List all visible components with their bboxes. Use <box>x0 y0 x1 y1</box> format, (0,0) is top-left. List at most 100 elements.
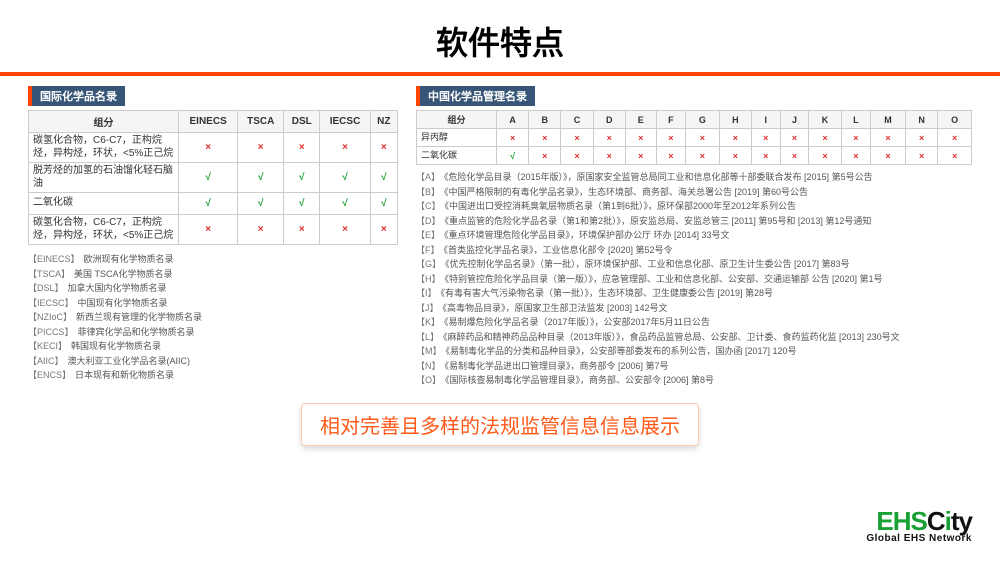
mark-cell: √ <box>320 163 370 193</box>
cross-icon: × <box>792 133 797 143</box>
cross-icon: × <box>763 151 768 161</box>
right-col-header: H <box>719 111 751 129</box>
right-col-header: A <box>497 111 529 129</box>
right-col-header: K <box>809 111 841 129</box>
mark-cell: × <box>871 147 906 165</box>
check-icon: √ <box>510 151 515 161</box>
mark-cell: √ <box>370 163 397 193</box>
mark-cell: × <box>780 147 809 165</box>
mark-cell: × <box>841 147 870 165</box>
cross-icon: × <box>853 151 858 161</box>
note-item: 【L】《麻醉药品和精神药品品种目录（2013年版）》，食品药品监管总局、公安部、… <box>416 331 972 345</box>
right-col-header: E <box>625 111 656 129</box>
right-col-header: M <box>871 111 906 129</box>
cross-icon: × <box>607 151 612 161</box>
right-col-header: O <box>938 111 972 129</box>
mark-cell: × <box>284 133 320 163</box>
right-col-header: N <box>906 111 938 129</box>
note-item: 【G】《优先控制化学品名录》（第一批），原环境保护部、工业和信息化部、原卫生计生… <box>416 258 972 272</box>
mark-cell: √ <box>497 147 529 165</box>
component-cell: 二氧化碳 <box>417 147 497 165</box>
cross-icon: × <box>822 151 827 161</box>
cross-icon: × <box>638 133 643 143</box>
note-item: 【C】《中国进出口受控消耗臭氧层物质名录（第1到6批）》，原环保部2000年至2… <box>416 200 972 214</box>
right-col-header: B <box>529 111 561 129</box>
mark-cell: × <box>320 215 370 245</box>
logo-subtitle: Global EHS Network <box>866 534 972 544</box>
content-columns: 国际化学品名录 组分EINECSTSCADSLIECSCNZ 碳氢化合物，C6-… <box>0 86 1000 389</box>
mark-cell: × <box>871 129 906 147</box>
mark-cell: × <box>719 129 751 147</box>
component-cell: 脱芳烃的加氢的石油馏化轻石脑油 <box>29 163 179 193</box>
cross-icon: × <box>668 151 673 161</box>
mark-cell: × <box>938 129 972 147</box>
cross-icon: × <box>299 142 305 153</box>
note-item: 【F】《首类监控化学品名录》，工业信息化部令 [2020] 第52号令 <box>416 244 972 258</box>
mark-cell: × <box>561 147 593 165</box>
right-col-header: L <box>841 111 870 129</box>
logo-text: EHSCity <box>866 508 972 534</box>
right-col-header: I <box>751 111 780 129</box>
right-col-header: 组分 <box>417 111 497 129</box>
mark-cell: × <box>529 129 561 147</box>
cross-icon: × <box>638 151 643 161</box>
component-cell: 碳氢化合物，C6-C7，正构烷烃，异构烃，环状，<5%正己烷 <box>29 215 179 245</box>
left-col-header: DSL <box>284 111 320 133</box>
cross-icon: × <box>299 224 305 235</box>
cross-icon: × <box>258 142 264 153</box>
left-col-header: EINECS <box>179 111 238 133</box>
table-row: 碳氢化合物，C6-C7，正构烷烃，异构烃，环状，<5%正己烷××××× <box>29 133 398 163</box>
cross-icon: × <box>607 133 612 143</box>
table-row: 二氧化碳√×××××××××××××× <box>417 147 972 165</box>
component-cell: 异丙醇 <box>417 129 497 147</box>
cross-icon: × <box>885 133 890 143</box>
check-icon: √ <box>342 198 348 209</box>
mark-cell: × <box>238 133 284 163</box>
mark-cell: × <box>809 147 841 165</box>
cross-icon: × <box>542 151 547 161</box>
mark-cell: × <box>238 215 284 245</box>
mark-cell: √ <box>284 193 320 215</box>
mark-cell: × <box>938 147 972 165</box>
mark-cell: × <box>497 129 529 147</box>
check-icon: √ <box>342 172 348 183</box>
cross-icon: × <box>822 133 827 143</box>
mark-cell: × <box>719 147 751 165</box>
left-legend: 【EINECS】欧洲现有化学物质名录【TSCA】美国 TSCA化学物质名录【DS… <box>28 253 398 383</box>
note-item: 【O】《国际核查易制毒化学品管理目录》，商务部、公安部令 [2006] 第8号 <box>416 374 972 388</box>
right-col-header: D <box>593 111 625 129</box>
mark-cell: √ <box>320 193 370 215</box>
legend-item: 【AIIC】澳大利亚工业化学品名录(AIIC) <box>28 355 398 369</box>
table-row: 碳氢化合物，C6-C7，正构烷烃，异构烃，环状，<5%正己烷××××× <box>29 215 398 245</box>
right-col-header: J <box>780 111 809 129</box>
right-notes: 【A】《危险化学品目录（2015年版）》，原国家安全监管总局同工业和信息化部等十… <box>416 171 972 388</box>
mark-cell: × <box>751 129 780 147</box>
mark-cell: × <box>780 129 809 147</box>
cross-icon: × <box>763 133 768 143</box>
cross-icon: × <box>510 133 515 143</box>
legend-item: 【ENCS】日本现有和新化物质名录 <box>28 369 398 383</box>
mark-cell: × <box>593 129 625 147</box>
mark-cell: × <box>320 133 370 163</box>
mark-cell: × <box>751 147 780 165</box>
legend-item: 【EINECS】欧洲现有化学物质名录 <box>28 253 398 267</box>
check-icon: √ <box>205 172 211 183</box>
legend-item: 【PICCS】菲律宾化学品和化学物质名录 <box>28 326 398 340</box>
accent-divider <box>0 72 1000 76</box>
mark-cell: × <box>841 129 870 147</box>
mark-cell: × <box>561 129 593 147</box>
legend-item: 【KECI】韩国现有化学物质名录 <box>28 340 398 354</box>
mark-cell: × <box>529 147 561 165</box>
left-col-header: TSCA <box>238 111 284 133</box>
legend-item: 【TSCA】美国 TSCA化学物质名录 <box>28 268 398 282</box>
mark-cell: × <box>370 133 397 163</box>
mark-cell: × <box>686 147 720 165</box>
cross-icon: × <box>574 133 579 143</box>
legend-item: 【DSL】加拿大国内化学物质名录 <box>28 282 398 296</box>
cross-icon: × <box>700 133 705 143</box>
mark-cell: √ <box>179 193 238 215</box>
left-column: 国际化学品名录 组分EINECSTSCADSLIECSCNZ 碳氢化合物，C6-… <box>28 86 398 389</box>
cross-icon: × <box>733 133 738 143</box>
cross-icon: × <box>700 151 705 161</box>
left-col-header: 组分 <box>29 111 179 133</box>
